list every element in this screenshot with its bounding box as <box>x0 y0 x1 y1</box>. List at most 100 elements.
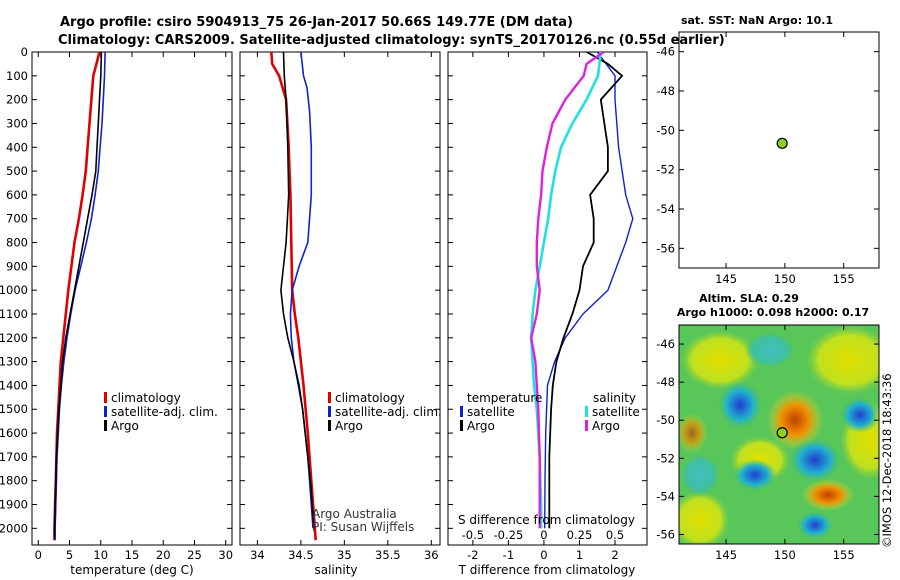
y-tick-label: 1700 <box>0 450 28 464</box>
y-tick-label: 2000 <box>0 521 28 535</box>
y-tick-label: 800 <box>6 236 28 250</box>
map-y-tick-label: -50 <box>656 123 675 137</box>
credit-line-2: PI: Susan Wijffels <box>312 520 414 534</box>
x-tick-label: 35.5 <box>375 548 401 562</box>
temperature-legend: climatology satellite-adj. clim. Argo <box>104 391 218 433</box>
difference-legend: temperature salinity satellite Argo sate… <box>458 391 640 527</box>
y-tick-label: 700 <box>6 212 28 226</box>
y-tick-label: 300 <box>6 116 28 130</box>
difference-line <box>548 52 623 529</box>
y-tick-label: 200 <box>6 93 28 107</box>
x-tick-label: 0 <box>35 548 42 562</box>
difference-xlabel: T difference from climatology <box>458 563 636 577</box>
legend-swatch-climatology <box>104 392 107 403</box>
y-tick-label: 900 <box>6 259 28 273</box>
s-axis-tick-label: 0.25 <box>567 528 593 542</box>
y-tick-label: 500 <box>6 164 28 178</box>
legend-swatch-temp-argo <box>460 420 463 431</box>
y-tick-label: 400 <box>6 140 28 154</box>
x-tick-label: 36 <box>424 548 439 562</box>
s-axis-tick-label: 0.5 <box>606 528 624 542</box>
legend-swatch-argo <box>104 420 107 431</box>
legend-swatch-satellite <box>104 406 107 417</box>
y-tick-label: 1500 <box>0 402 28 416</box>
legend-swatch-climatology <box>328 392 331 403</box>
s-axis-tick-label: -0.5 <box>462 528 484 542</box>
temperature-xlabel: temperature (deg C) <box>70 563 193 577</box>
legend-label-argo: Argo <box>335 419 363 433</box>
y-tick-label: 1100 <box>0 307 28 321</box>
temperature-line <box>53 52 101 541</box>
y-tick-label: 100 <box>6 69 28 83</box>
x-tick-label: 15 <box>125 548 140 562</box>
sst-map-frame <box>678 31 880 269</box>
legend-title-temperature: temperature <box>467 391 542 405</box>
s-axis-tick-label: 0 <box>540 528 547 542</box>
salinity-legend: climatology satellite-adj. clim. Argo Ar… <box>312 391 442 534</box>
legend-title-salinity: salinity <box>593 391 636 405</box>
legend-label-argo: Argo <box>111 419 139 433</box>
map-y-tick-label: -50 <box>656 413 675 427</box>
chart-marks: 0100200300400500600700800900100011001200… <box>0 32 879 562</box>
y-tick-label: 1600 <box>0 426 28 440</box>
difference-panel-frame <box>447 51 648 546</box>
map-y-tick-label: -52 <box>656 163 675 177</box>
x-tick-label: 20 <box>156 548 171 562</box>
salinity-panel-frame <box>239 51 441 546</box>
x-tick-label: 2 <box>611 548 618 562</box>
temperature-panel-frame <box>31 51 233 546</box>
sla-map-frame <box>678 324 880 545</box>
temperature-line <box>53 52 103 538</box>
top-axis-label: S difference from climatology <box>458 513 635 527</box>
sla-map-title-1: Altim. SLA: 0.29 <box>699 292 799 305</box>
x-tick-label: -2 <box>467 548 478 562</box>
float-position-marker <box>776 137 788 149</box>
s-axis-tick-label: -0.25 <box>494 528 524 542</box>
legend-label-sal-satellite: satellite <box>592 405 640 419</box>
sst-map-title: sat. SST: NaN Argo: 10.1 <box>681 14 833 27</box>
legend-swatch-satellite <box>328 406 331 417</box>
difference-line <box>529 52 603 529</box>
float-position-marker <box>776 427 788 439</box>
legend-swatch-temp-satellite <box>460 406 463 417</box>
y-tick-label: 1300 <box>0 355 28 369</box>
legend-label-temp-argo: Argo <box>467 419 495 433</box>
map-y-tick-label: -48 <box>656 375 675 389</box>
map-x-tick-label: 155 <box>833 548 855 562</box>
map-x-tick-label: 155 <box>833 272 855 286</box>
salinity-xlabel: salinity <box>314 563 357 577</box>
map-x-tick-label: 150 <box>774 548 796 562</box>
legend-label-climatology: climatology <box>111 391 181 405</box>
map-y-tick-label: -46 <box>656 45 675 59</box>
x-tick-label: 10 <box>93 548 108 562</box>
map-y-tick-label: -52 <box>656 451 675 465</box>
x-tick-label: 25 <box>187 548 202 562</box>
difference-line <box>544 52 634 529</box>
y-tick-label: 0 <box>21 45 28 59</box>
salinity-line <box>280 52 315 529</box>
x-tick-label: 1 <box>576 548 583 562</box>
credit-line-1: Argo Australia <box>312 507 397 521</box>
legend-label-satellite: satellite-adj. clim. <box>111 405 218 419</box>
x-tick-label: 30 <box>218 548 233 562</box>
y-tick-label: 1000 <box>0 283 28 297</box>
legend-label-sal-argo: Argo <box>592 419 620 433</box>
header-line-1: Argo profile: csiro 5904913_75 26-Jan-20… <box>60 15 573 30</box>
legend-label-climatology: climatology <box>335 391 405 405</box>
map-y-tick-label: -56 <box>656 527 675 541</box>
map-y-tick-label: -54 <box>656 202 675 216</box>
timestamp-stamp: ©IMOS 12-Dec-2018 18:43:36 <box>880 373 894 548</box>
x-tick-label: -1 <box>503 548 514 562</box>
legend-label-satellite: satellite-adj. clim. <box>335 405 442 419</box>
y-tick-label: 1200 <box>0 331 28 345</box>
map-y-tick-label: -56 <box>656 241 675 255</box>
x-tick-label: 34.5 <box>288 548 314 562</box>
difference-line <box>530 52 605 529</box>
legend-label-temp-satellite: satellite <box>467 405 515 419</box>
x-tick-label: 34 <box>250 548 265 562</box>
x-tick-label: 5 <box>66 548 73 562</box>
map-x-tick-label: 145 <box>715 548 737 562</box>
legend-swatch-sal-argo <box>585 420 588 431</box>
map-x-tick-label: 150 <box>774 272 796 286</box>
